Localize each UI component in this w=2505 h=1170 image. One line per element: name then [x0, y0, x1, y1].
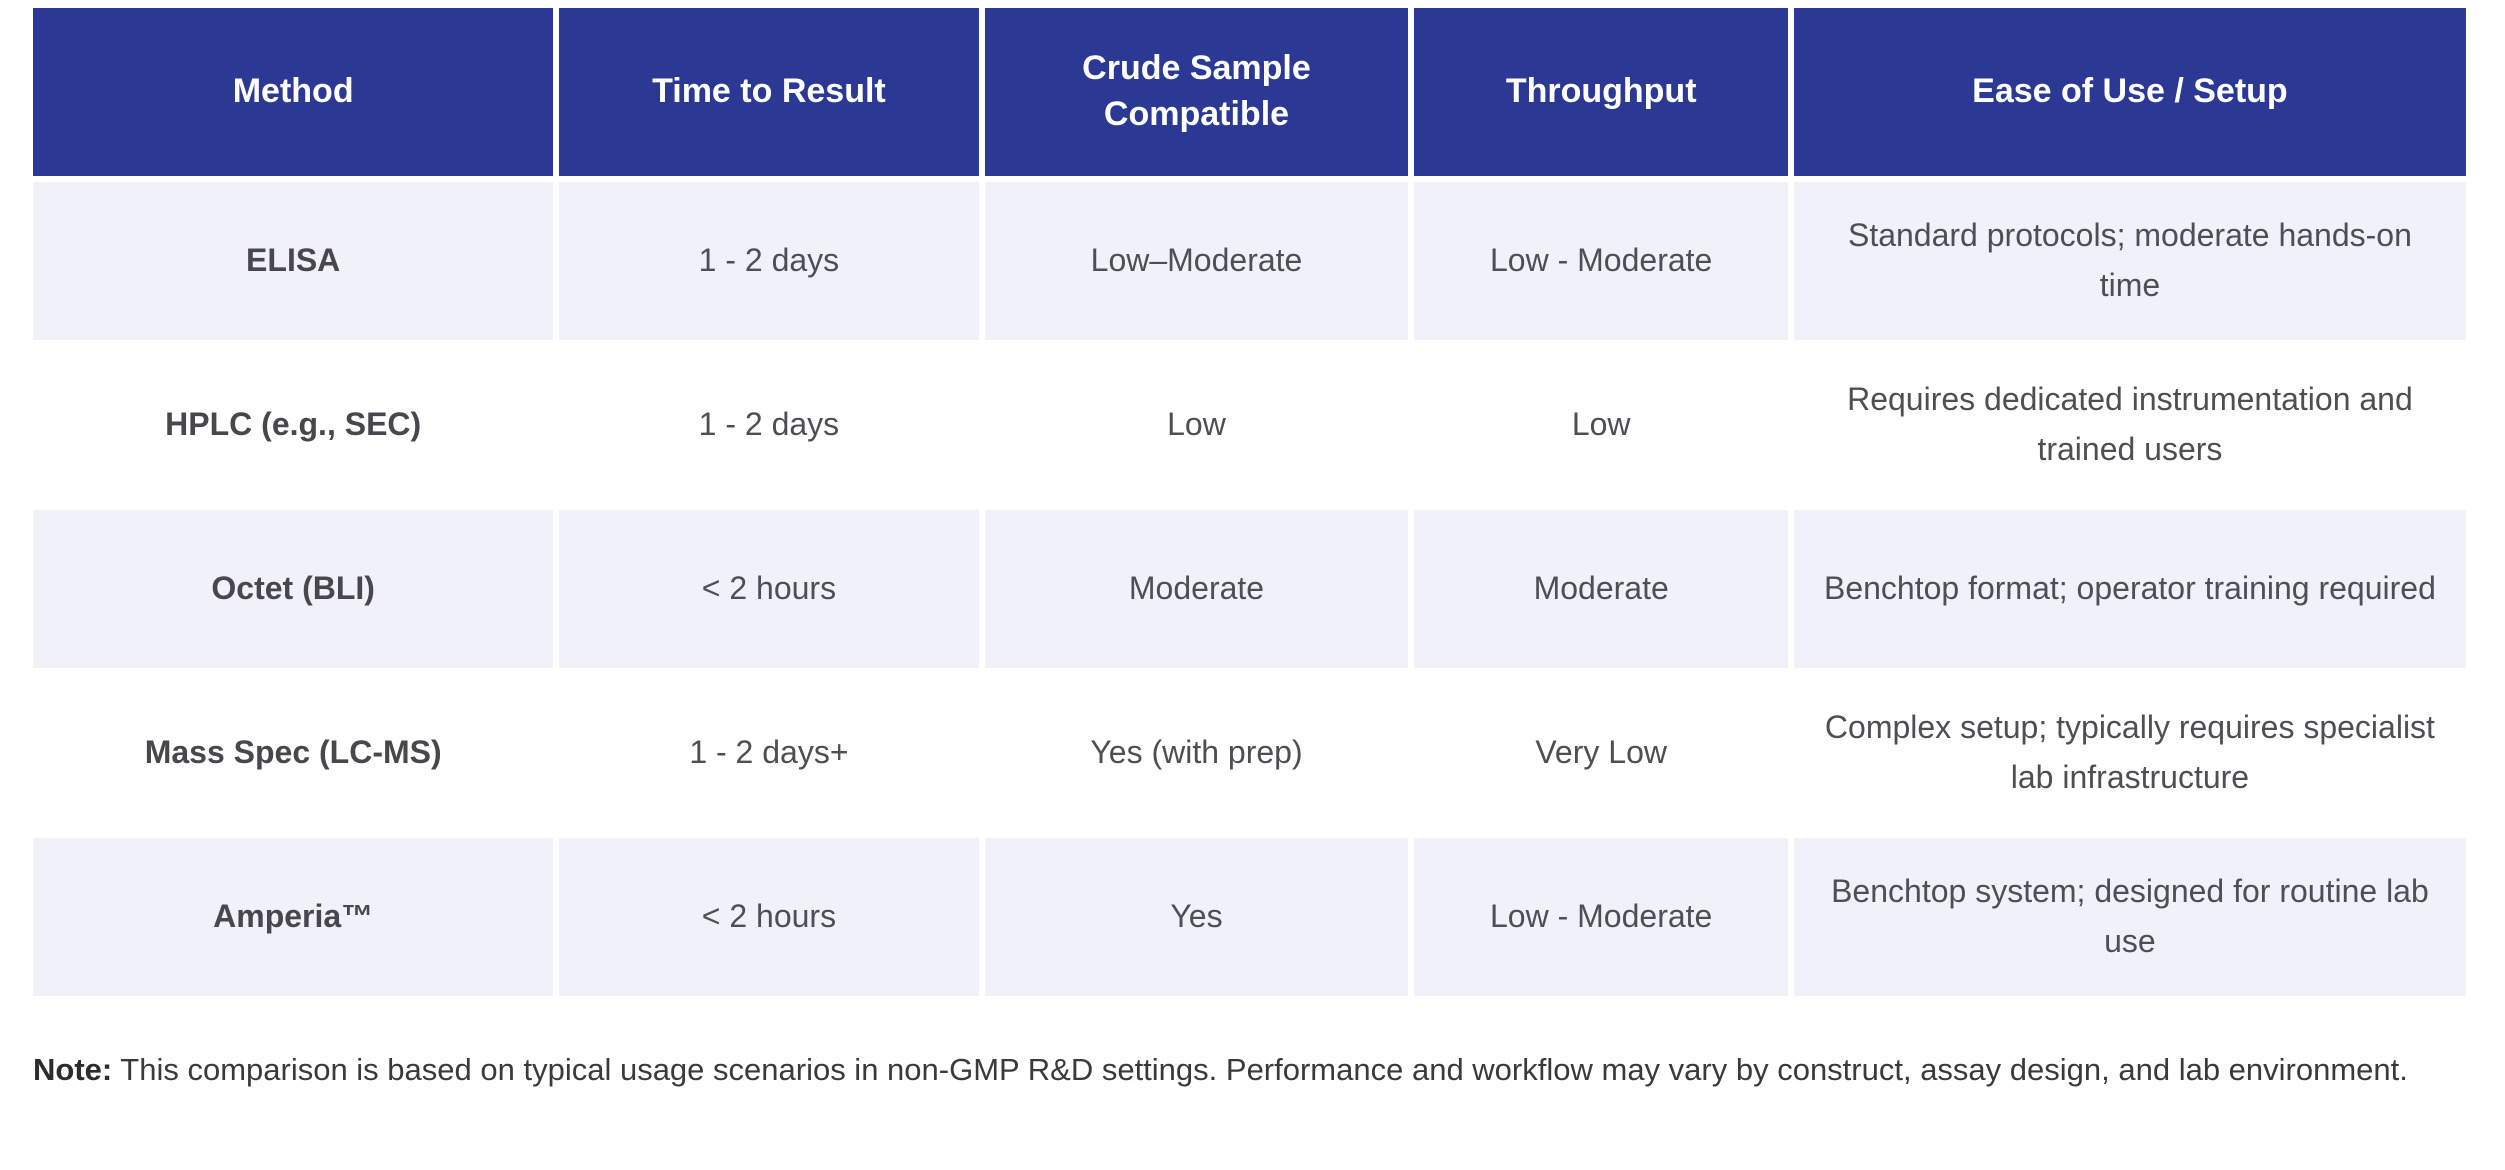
table-row-elisa: ELISA 1 - 2 days Low–Moderate Low - Mode… [33, 182, 2466, 340]
table-row-hplc: HPLC (e.g., SEC) 1 - 2 days Low Low Requ… [33, 346, 2466, 504]
footnote-label: Note: [33, 1052, 113, 1087]
crude-cell: Yes (with prep) [984, 674, 1409, 832]
ease-cell: Requires dedicated instrumentation and t… [1793, 346, 2466, 504]
ease-cell: Benchtop system; designed for routine la… [1793, 838, 2466, 996]
method-cell: Mass Spec (LC-MS) [33, 674, 554, 832]
column-header-time: Time to Result [559, 8, 979, 176]
table-row-amperia: Amperia™ < 2 hours Yes Low - Moderate Be… [33, 838, 2466, 996]
column-header-method: Method [33, 8, 554, 176]
method-cell: HPLC (e.g., SEC) [33, 346, 554, 504]
time-cell: 1 - 2 days [559, 182, 979, 340]
crude-cell: Moderate [984, 510, 1409, 668]
crude-cell: Low–Moderate [984, 182, 1409, 340]
time-cell: < 2 hours [559, 510, 979, 668]
table-row-massspec: Mass Spec (LC-MS) 1 - 2 days+ Yes (with … [33, 674, 2466, 832]
table-row-octet: Octet (BLI) < 2 hours Moderate Moderate … [33, 510, 2466, 668]
method-cell: ELISA [33, 182, 554, 340]
method-cell: Octet (BLI) [33, 510, 554, 668]
ease-cell: Complex setup; typically requires specia… [1793, 674, 2466, 832]
time-cell: 1 - 2 days [559, 346, 979, 504]
footnote: Note: This comparison is based on typica… [33, 1048, 2478, 1093]
column-header-throughput: Throughput [1414, 8, 1788, 176]
time-cell: 1 - 2 days+ [559, 674, 979, 832]
throughput-cell: Low [1414, 346, 1788, 504]
time-cell: < 2 hours [559, 838, 979, 996]
column-header-crude: Crude Sample Compatible [984, 8, 1409, 176]
ease-cell: Standard protocols; moderate hands-on ti… [1793, 182, 2466, 340]
footnote-text: This comparison is based on typical usag… [112, 1052, 2408, 1087]
method-comparison-table: Method Time to Result Crude Sample Compa… [27, 2, 2472, 1002]
header-row: Method Time to Result Crude Sample Compa… [33, 8, 2466, 176]
throughput-cell: Low - Moderate [1414, 182, 1788, 340]
crude-cell: Yes [984, 838, 1409, 996]
column-header-ease: Ease of Use / Setup [1793, 8, 2466, 176]
throughput-cell: Moderate [1414, 510, 1788, 668]
throughput-cell: Low - Moderate [1414, 838, 1788, 996]
crude-cell: Low [984, 346, 1409, 504]
ease-cell: Benchtop format; operator training requi… [1793, 510, 2466, 668]
throughput-cell: Very Low [1414, 674, 1788, 832]
method-cell: Amperia™ [33, 838, 554, 996]
